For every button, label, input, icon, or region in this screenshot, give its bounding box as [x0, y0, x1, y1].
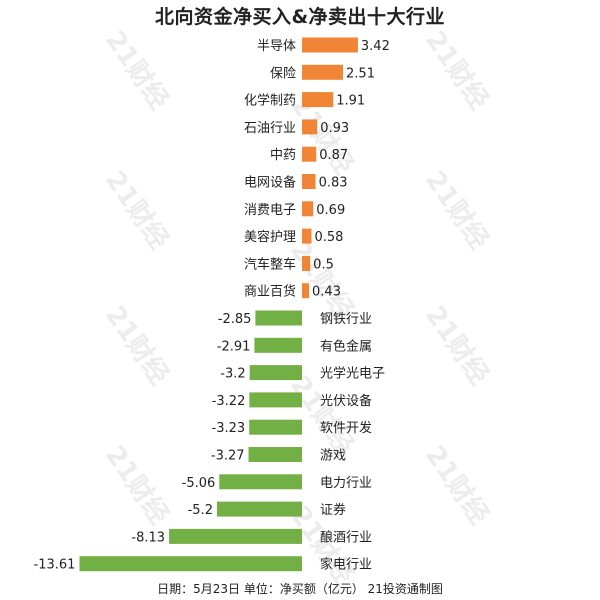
value-label-8: 0.5: [313, 257, 334, 272]
value-label-4: 0.87: [319, 148, 348, 163]
value-label-7: 0.58: [314, 230, 343, 245]
watermark-9: 21财经: [99, 440, 175, 530]
bar-8: [302, 255, 311, 271]
bar-11: [254, 337, 302, 353]
bar-18: [169, 528, 302, 544]
watermark-7: 21财经: [419, 300, 495, 390]
bar-19: [79, 556, 302, 572]
value-label-6: 0.69: [316, 203, 345, 218]
value-label-16: -5.06: [182, 476, 216, 491]
watermark-6: 21财经: [99, 300, 175, 390]
bar-16: [219, 474, 302, 490]
category-label-13: 光伏设备: [320, 393, 372, 409]
category-label-16: 电力行业: [320, 476, 372, 491]
chart-title: 北向资金净买入&净卖出十大行业: [154, 6, 446, 28]
chart-footer: 日期：5月23日 单位：净买额（亿元） 21投资通制图: [157, 582, 443, 596]
watermark-3: 21财经: [99, 165, 175, 255]
bar-14: [249, 419, 302, 435]
bars-layer: [79, 37, 358, 572]
category-label-18: 酿酒行业: [320, 529, 372, 545]
category-label-7: 美容护理: [244, 229, 296, 245]
value-label-15: -3.27: [211, 449, 245, 464]
category-label-12: 光学光电子: [320, 366, 385, 382]
category-label-4: 中药: [270, 148, 296, 163]
bar-15: [248, 447, 302, 462]
value-label-13: -3.22: [212, 394, 246, 409]
category-label-3: 石油行业: [244, 121, 296, 136]
watermark-10: 21财经: [419, 440, 495, 530]
bar-1: [302, 64, 344, 80]
bar-17: [216, 501, 302, 517]
value-label-14: -3.23: [212, 421, 246, 436]
labels-layer: 半导体 3.42 保险 2.51 化学制药 1.91 石油行业 0.93 中药 0.87 电网设备 0…: [34, 39, 390, 573]
category-label-2: 化学制药: [244, 93, 296, 109]
bar-4: [302, 146, 317, 162]
watermark-8: 21财经: [284, 370, 360, 460]
watermark-1: 21财经: [419, 25, 495, 115]
category-label-5: 电网设备: [244, 175, 296, 191]
value-label-19: -13.61: [34, 558, 76, 573]
value-label-0: 3.42: [361, 39, 390, 54]
category-label-11: 有色金属: [320, 338, 372, 354]
category-label-14: 软件开发: [320, 420, 372, 436]
bar-6: [302, 201, 314, 217]
bar-12: [249, 365, 302, 381]
value-label-3: 0.93: [320, 121, 349, 136]
value-label-12: -3.2: [220, 367, 245, 382]
value-label-5: 0.83: [319, 176, 348, 191]
category-label-6: 消费电子: [244, 203, 296, 218]
bar-10: [255, 310, 302, 326]
category-label-17: 证券: [320, 502, 346, 518]
category-label-10: 钢铁行业: [320, 312, 372, 327]
bar-0: [302, 37, 358, 53]
bar-13: [249, 392, 302, 408]
category-label-15: 游戏: [320, 449, 346, 464]
watermark-4: 21财经: [419, 165, 495, 255]
value-label-11: -2.91: [217, 339, 251, 354]
value-label-18: -8.13: [131, 530, 165, 545]
category-label-8: 汽车整车: [244, 256, 296, 272]
value-label-10: -2.85: [218, 312, 252, 327]
bar-7: [302, 228, 312, 244]
value-label-9: 0.43: [312, 285, 341, 300]
category-label-0: 半导体: [257, 39, 296, 54]
value-label-2: 1.91: [336, 94, 365, 109]
bar-3: [302, 119, 318, 135]
value-label-17: -5.2: [188, 503, 213, 518]
bar-5: [302, 174, 316, 189]
bar-2: [302, 92, 334, 108]
value-label-1: 2.51: [346, 66, 375, 81]
category-label-1: 保险: [270, 66, 296, 81]
category-label-19: 家电行业: [320, 557, 372, 573]
bar-9: [302, 283, 310, 299]
category-label-9: 商业百货: [244, 284, 296, 300]
watermark-0: 21财经: [99, 25, 175, 115]
